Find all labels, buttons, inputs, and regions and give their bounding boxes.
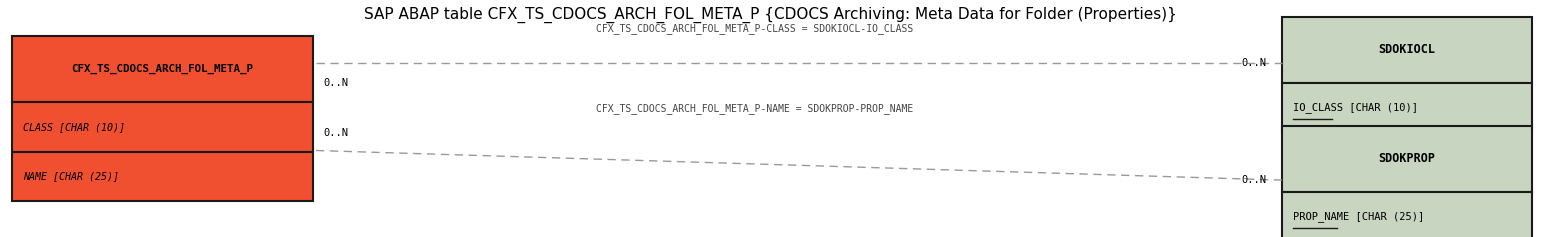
Text: 0..N: 0..N: [1242, 175, 1267, 185]
Text: SDOKPROP: SDOKPROP: [1379, 152, 1435, 165]
Bar: [1282, 17, 1532, 83]
Bar: [12, 36, 313, 102]
Bar: [1282, 192, 1532, 237]
Bar: [1282, 83, 1532, 133]
Text: SDOKIOCL: SDOKIOCL: [1379, 43, 1435, 56]
Text: NAME [CHAR (25)]: NAME [CHAR (25)]: [23, 172, 119, 182]
Text: 0..N: 0..N: [324, 128, 348, 138]
Text: CFX_TS_CDOCS_ARCH_FOL_META_P-CLASS = SDOKIOCL-IO_CLASS: CFX_TS_CDOCS_ARCH_FOL_META_P-CLASS = SDO…: [596, 23, 914, 34]
Bar: [12, 152, 313, 201]
Text: CFX_TS_CDOCS_ARCH_FOL_META_P-NAME = SDOKPROP-PROP_NAME: CFX_TS_CDOCS_ARCH_FOL_META_P-NAME = SDOK…: [596, 104, 914, 114]
Bar: [1282, 126, 1532, 192]
Bar: [12, 102, 313, 152]
Text: 0..N: 0..N: [324, 78, 348, 88]
Text: CFX_TS_CDOCS_ARCH_FOL_META_P: CFX_TS_CDOCS_ARCH_FOL_META_P: [71, 64, 254, 74]
Text: PROP_NAME [CHAR (25)]: PROP_NAME [CHAR (25)]: [1293, 211, 1424, 222]
Text: CLASS [CHAR (10)]: CLASS [CHAR (10)]: [23, 122, 125, 132]
Text: 0..N: 0..N: [1242, 58, 1267, 68]
Text: SAP ABAP table CFX_TS_CDOCS_ARCH_FOL_META_P {CDOCS Archiving: Meta Data for Fold: SAP ABAP table CFX_TS_CDOCS_ARCH_FOL_MET…: [364, 7, 1177, 23]
Text: IO_CLASS [CHAR (10)]: IO_CLASS [CHAR (10)]: [1293, 102, 1418, 113]
